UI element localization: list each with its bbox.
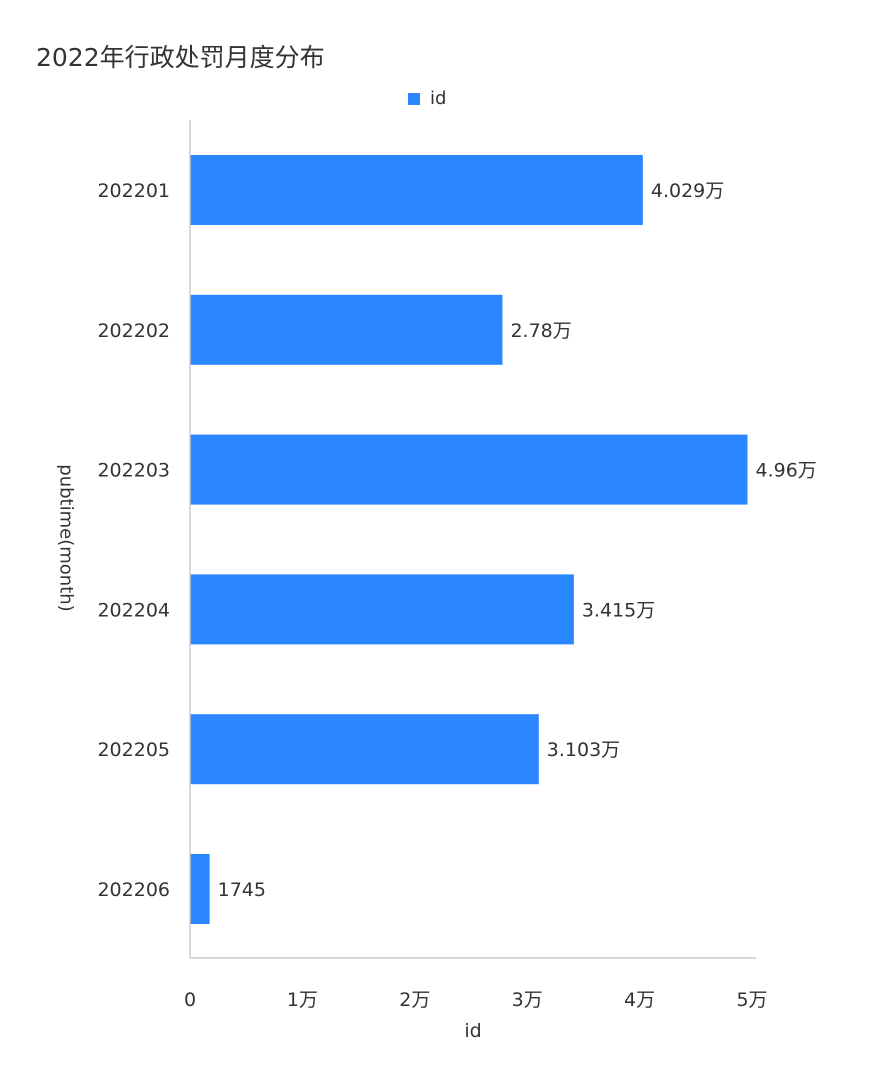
x-tick-label: 4万 [624, 989, 655, 1011]
bar-202202[interactable] [190, 294, 503, 365]
x-axis-title: id [464, 1020, 482, 1042]
legend[interactable]: id [408, 88, 446, 109]
bar-202206[interactable] [190, 854, 210, 924]
bar-202205[interactable] [190, 714, 539, 785]
y-tick-label: 202201 [97, 180, 170, 202]
bar-value-label: 1745 [218, 879, 266, 901]
y-tick-label: 202205 [97, 739, 170, 761]
bar-value-label: 4.029万 [651, 180, 724, 202]
x-tick-label: 0 [184, 989, 196, 1011]
bar-value-label: 3.415万 [582, 599, 655, 621]
x-tick-label: 5万 [736, 989, 767, 1011]
bar-202201[interactable] [190, 155, 643, 225]
bar-202204[interactable] [190, 574, 574, 645]
legend-swatch [408, 92, 420, 105]
bar-value-label: 2.78万 [510, 320, 571, 342]
x-tick-label: 3万 [512, 989, 543, 1011]
x-tick-label: 2万 [399, 989, 430, 1011]
x-ticks-group: 0 1万 2万 3万 4万 5万 [184, 989, 768, 1011]
bar-value-label: 3.103万 [547, 739, 620, 761]
bars-group [190, 155, 748, 924]
y-tick-label: 202203 [97, 460, 170, 482]
value-labels-group: 4.029万 2.78万 4.96万 3.415万 3.103万 1745 [218, 180, 817, 901]
bar-202203[interactable] [190, 434, 748, 505]
y-tick-label: 202204 [97, 599, 170, 621]
y-tick-label: 202202 [97, 320, 170, 342]
bar-value-label: 4.96万 [756, 460, 817, 482]
chart-title: 2022年行政处罚月度分布 [36, 43, 325, 72]
y-tick-label: 202206 [97, 879, 170, 901]
x-tick-label: 1万 [287, 989, 318, 1011]
legend-label: id [430, 88, 447, 109]
category-labels-group: 202201 202202 202203 202204 202205 202206 [97, 180, 170, 901]
